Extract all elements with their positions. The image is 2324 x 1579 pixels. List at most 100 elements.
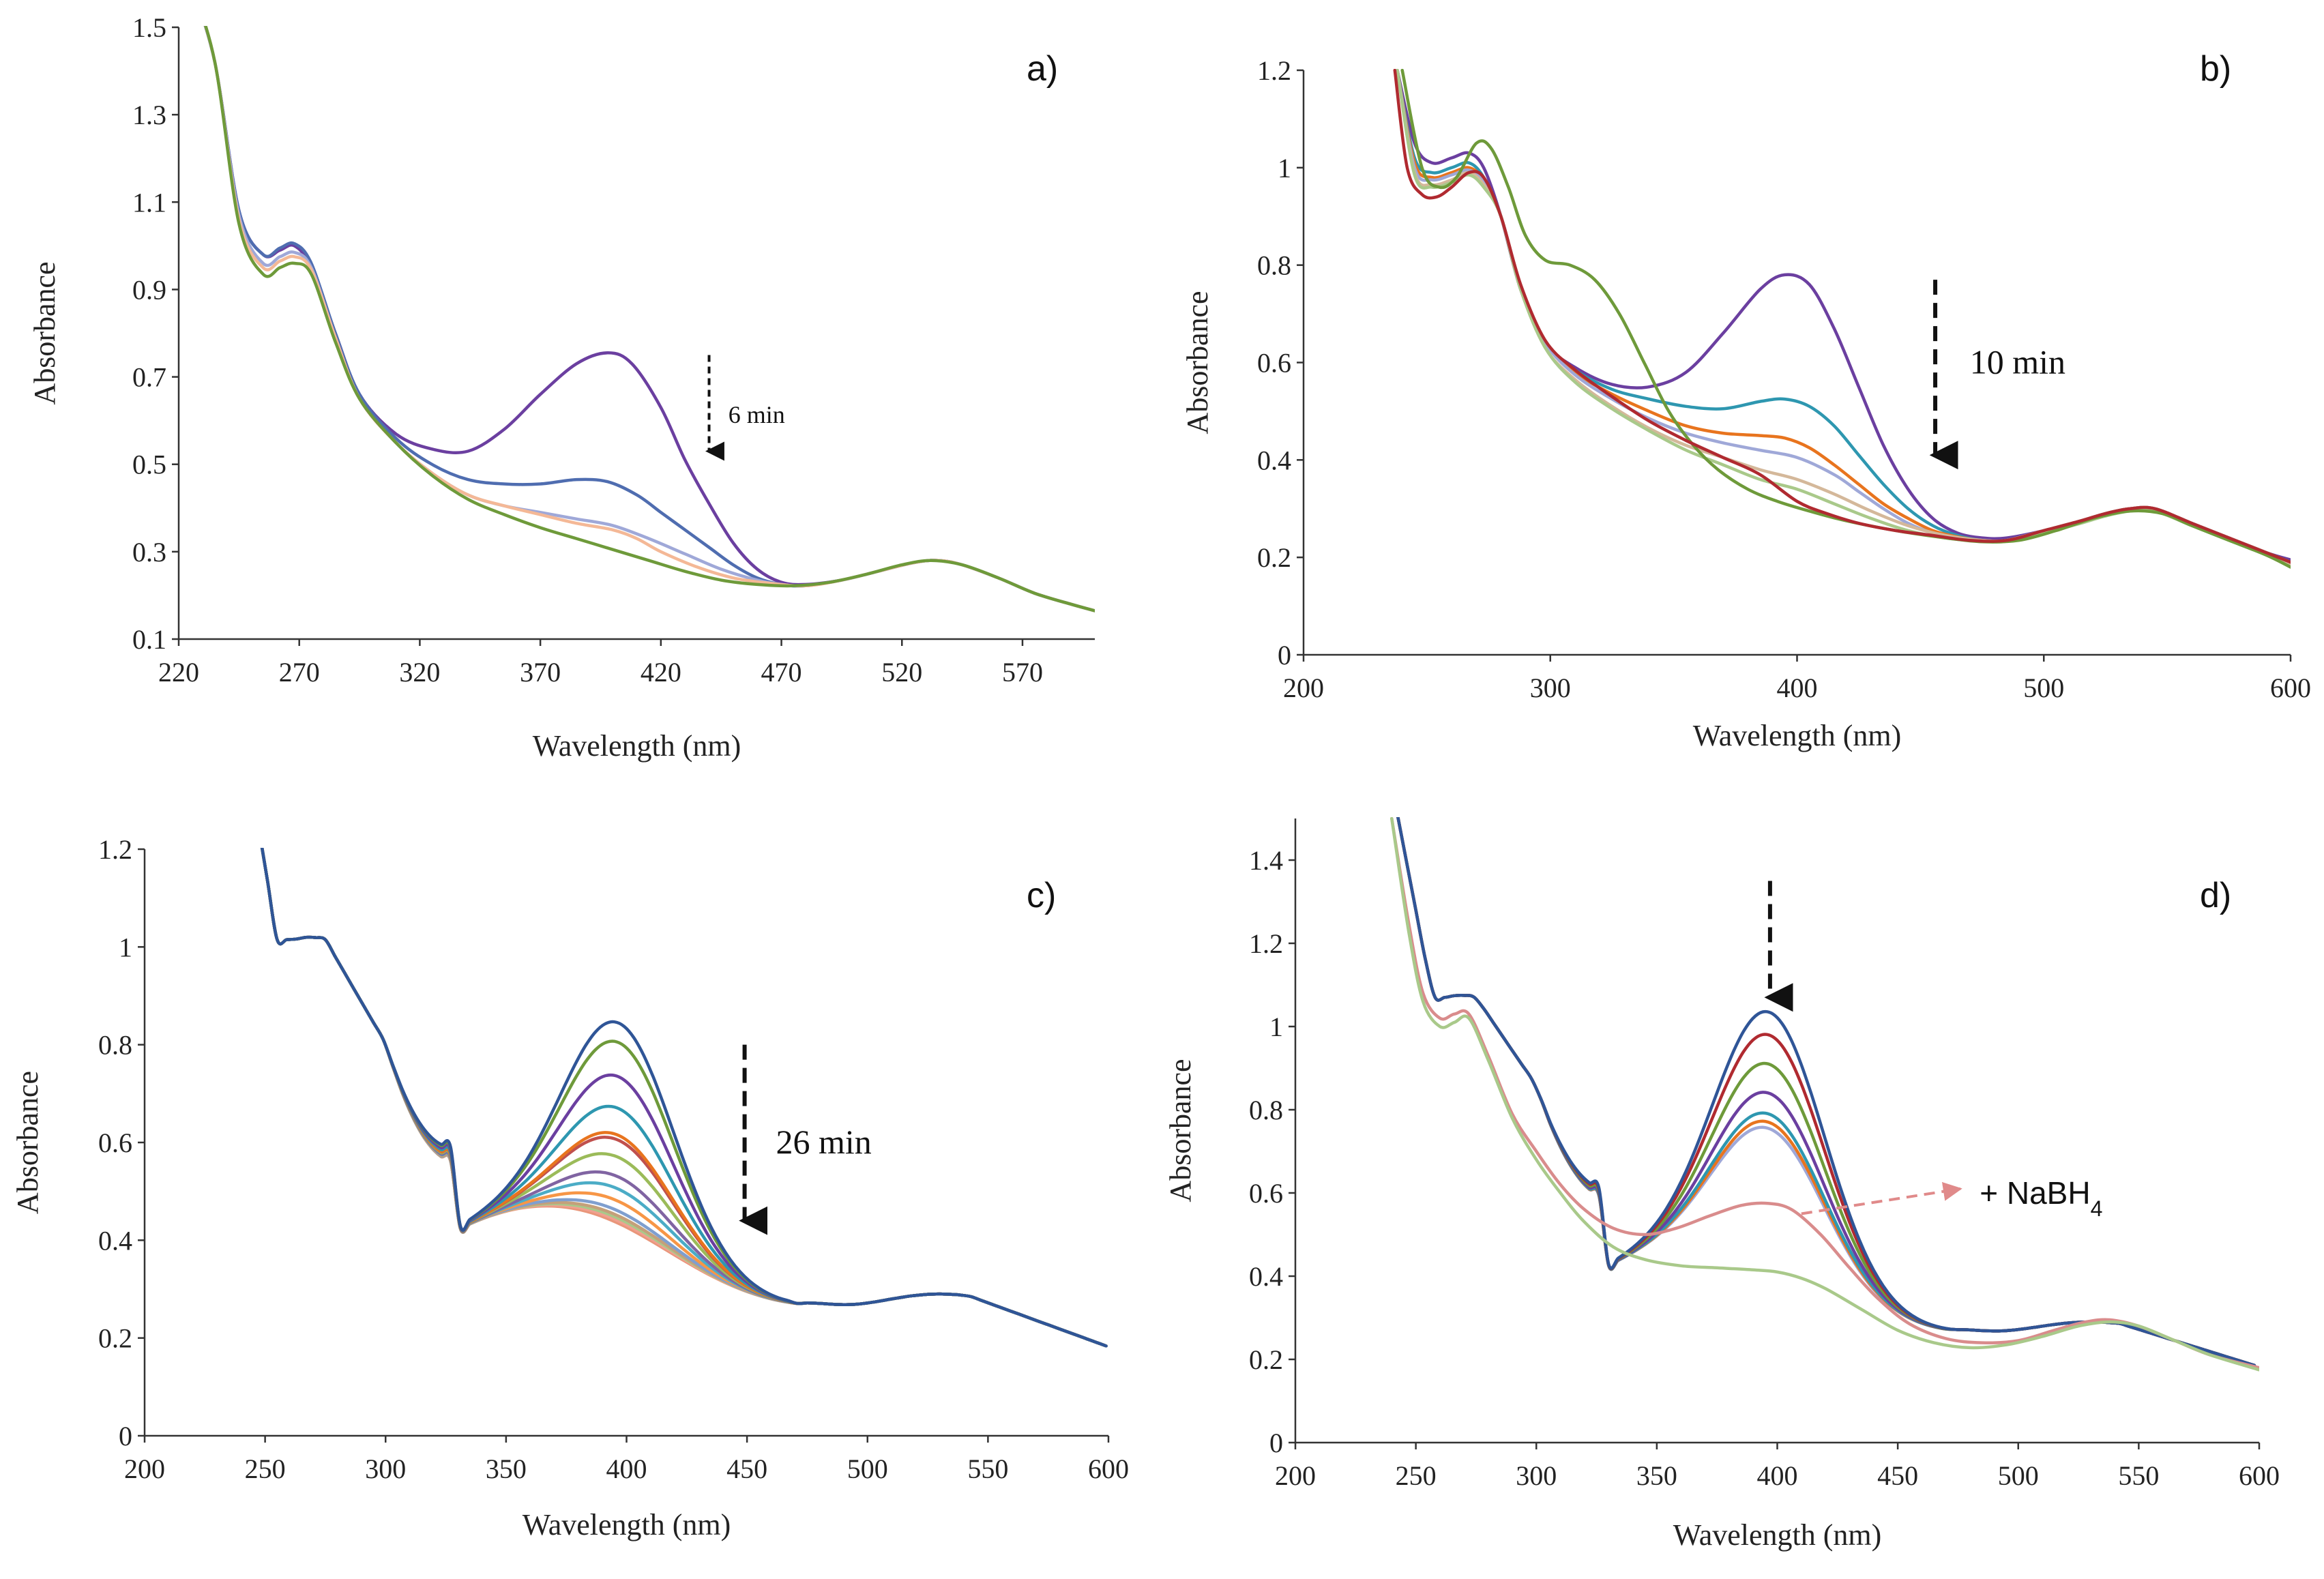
- y-tick-label: 0.2: [98, 1323, 132, 1354]
- y-tick-label: 0.3: [132, 537, 166, 567]
- y-tick-label: 0.8: [98, 1030, 132, 1061]
- spectrum-line: [1393, 69, 2291, 564]
- panel-label: b): [2200, 49, 2231, 89]
- y-tick-label: 1.5: [132, 12, 166, 43]
- plot-area: [260, 848, 1108, 1348]
- x-tick-label: 520: [881, 657, 922, 688]
- panel-d: 0 0.2 0.4 0.6 0.8 1 1.2 1.4 200 250 300 350 400 450 50…: [1164, 817, 2280, 1552]
- y-tick-label: 1: [1269, 1012, 1283, 1042]
- spectrum-line: [260, 848, 1108, 1348]
- spectrum-line: [1396, 817, 2256, 1368]
- plot-area: [203, 26, 1095, 613]
- y-tick-label: 0.9: [132, 274, 166, 305]
- x-tick-label: 400: [1757, 1460, 1798, 1491]
- x-tick-label: 350: [486, 1453, 527, 1484]
- spectrum-line: [1396, 69, 2291, 569]
- y-axis-title: Absorbance: [1181, 291, 1214, 434]
- y-tick-label: 1.3: [132, 100, 166, 130]
- y-tick-label: 0.8: [1249, 1095, 1283, 1125]
- spectrum-line: [1390, 817, 2259, 1370]
- annotation-subscript: 4: [2091, 1196, 2103, 1221]
- spectrum-line: [260, 848, 1108, 1348]
- x-tick-label: 470: [761, 657, 802, 688]
- panel-label: d): [2200, 876, 2231, 915]
- spectrum-line: [204, 26, 1095, 613]
- y-tick-label: 1.2: [98, 834, 132, 865]
- x-axis-title: Wavelength (nm): [533, 729, 741, 763]
- x-tick-label: 300: [365, 1453, 406, 1484]
- y-axis-title: Absorbance: [11, 1071, 44, 1214]
- y-tick-label: 1: [119, 932, 132, 962]
- x-tick-label: 300: [1516, 1460, 1557, 1491]
- spectrum-line: [260, 848, 1108, 1348]
- x-tick-label: 500: [1998, 1460, 2039, 1491]
- x-tick-label: 570: [1002, 657, 1043, 688]
- x-tick-label: 600: [2270, 673, 2311, 703]
- spectrum-line: [260, 848, 1108, 1348]
- spectrum-line: [260, 848, 1108, 1348]
- y-tick-label: 0.4: [1257, 445, 1291, 475]
- annotation-label: 26 min: [776, 1123, 872, 1161]
- annotation-label: 6 min: [729, 401, 785, 428]
- spectrum-line: [1396, 817, 2256, 1368]
- x-tick-label: 370: [520, 657, 561, 688]
- x-tick-label: 450: [1877, 1460, 1918, 1491]
- x-tick-label: 220: [158, 657, 199, 688]
- panel-label: c): [1027, 876, 1056, 915]
- spectrum-line: [1396, 817, 2256, 1368]
- spectrum-line: [1396, 817, 2256, 1368]
- y-tick-label: 0.4: [1249, 1261, 1283, 1292]
- x-tick-label: 350: [1636, 1460, 1677, 1491]
- spectrum-line: [260, 848, 1108, 1348]
- y-tick-label: 0.2: [1257, 542, 1291, 573]
- panel-c: 0 0.2 0.4 0.6 0.8 1 1.2 200 250 300 350 400 450 500 55…: [11, 834, 1129, 1541]
- x-tick-label: 200: [124, 1453, 165, 1484]
- x-tick-label: 500: [2023, 673, 2064, 703]
- x-tick-label: 400: [606, 1453, 647, 1484]
- y-tick-label: 1.2: [1249, 928, 1283, 959]
- x-tick-label: 600: [1088, 1453, 1129, 1484]
- spectrum-line: [260, 848, 1108, 1348]
- x-tick-label: 320: [399, 657, 440, 688]
- spectrum-line: [1390, 817, 2259, 1372]
- spectrum-line: [260, 848, 1108, 1348]
- x-axis-title: Wavelength (nm): [1673, 1518, 1882, 1552]
- plot-area: [1393, 69, 2291, 569]
- x-tick-label: 300: [1530, 673, 1571, 703]
- annotation-label: 10 min: [1970, 343, 2065, 381]
- x-axis-title: Wavelength (nm): [1693, 719, 1902, 752]
- annotation-label: + NaBH4: [1980, 1175, 2102, 1221]
- y-tick-label: 1.1: [132, 187, 166, 218]
- x-tick-label: 270: [279, 657, 320, 688]
- x-tick-label: 200: [1275, 1460, 1316, 1491]
- panel-b: 0 0.2 0.4 0.6 0.8 1 1.2 200 300 400 500 600 Waveleng…: [1181, 49, 2311, 752]
- nabh4-pointer-arrow: [1801, 1181, 1962, 1215]
- y-tick-label: 0.5: [132, 449, 166, 480]
- panel-a: 0.1 0.3 0.5 0.7 0.9 1.1 1.3 1.5 220 270 320 370 420 4…: [28, 12, 1095, 763]
- y-tick-label: 0.6: [1249, 1178, 1283, 1209]
- spectrum-line: [260, 848, 1108, 1348]
- x-tick-label: 450: [726, 1453, 767, 1484]
- x-tick-label: 500: [847, 1453, 888, 1484]
- spectrum-line: [260, 848, 1108, 1348]
- spectrum-line: [1400, 69, 2291, 569]
- x-tick-label: 550: [967, 1453, 1008, 1484]
- y-tick-label: 0.1: [132, 624, 166, 655]
- y-tick-label: 1: [1278, 153, 1291, 183]
- y-tick-label: 0.6: [1257, 348, 1291, 379]
- y-tick-label: 1.2: [1257, 55, 1291, 86]
- y-tick-label: 0: [1269, 1428, 1283, 1458]
- y-tick-label: 0.2: [1249, 1344, 1283, 1375]
- spectrum-line: [1396, 817, 2256, 1368]
- x-tick-label: 200: [1283, 673, 1324, 703]
- spectrum-line: [260, 848, 1108, 1348]
- panel-label: a): [1027, 49, 1058, 89]
- x-axis-title: Wavelength (nm): [523, 1508, 731, 1541]
- y-tick-label: 0: [119, 1421, 132, 1451]
- spectrum-line: [1396, 817, 2256, 1368]
- spectrum-line: [203, 26, 1095, 613]
- x-tick-label: 250: [245, 1453, 286, 1484]
- spectrum-line: [1396, 817, 2256, 1368]
- y-axis-title: Absorbance: [1164, 1059, 1197, 1202]
